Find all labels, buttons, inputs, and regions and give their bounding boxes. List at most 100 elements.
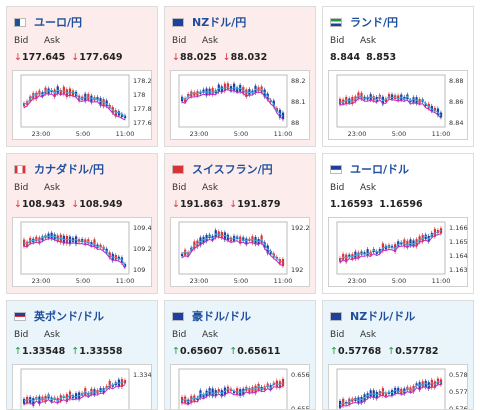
x-tick-label: 23:00 — [32, 130, 51, 138]
flag-icon — [172, 17, 184, 27]
rate-card[interactable]: スイスフラン/円 Bid Ask ↓191.863 ↓191.879 192.2 192 23… — [164, 153, 316, 294]
candle-body — [184, 249, 187, 256]
bid-value: 88.025 — [179, 52, 217, 63]
y-tick-label: 1.166 — [449, 224, 468, 232]
price-values: ↑1.33548 ↑1.33558 — [14, 346, 129, 357]
price-labels: Bid Ask — [14, 330, 74, 340]
mini-candlestick-chart[interactable]: 178.2 178 177.8 177.6 23:00 5:00 11:00 — [12, 70, 152, 140]
plot-area — [20, 368, 130, 409]
moving-average-fast — [181, 86, 284, 117]
chart-svg: 192.2 192 23:00 5:00 11:00 — [178, 221, 310, 285]
bid-value: 1.16593 — [330, 199, 374, 210]
candle-body — [90, 95, 93, 103]
candle-body — [233, 390, 236, 394]
candle-body — [35, 236, 38, 242]
card-header: ユーロ/円 — [14, 14, 82, 30]
rate-card[interactable]: 英ポンド/ドル Bid Ask ↑1.33548 ↑1.33558 1.334 — [6, 300, 158, 410]
moving-average-slow — [23, 92, 126, 121]
y-tick-label: 1.163 — [449, 266, 468, 274]
currency-pair-link[interactable]: ランド/円 — [350, 16, 399, 29]
candle-body — [439, 379, 443, 385]
y-tick-label: 1.334 — [133, 371, 152, 379]
candle-body — [208, 388, 211, 396]
y-tick-label: 8.88 — [449, 77, 463, 85]
candle-body — [351, 96, 354, 105]
mini-candlestick-chart[interactable]: 0.578 0.577 0.576 — [328, 364, 468, 410]
moving-average-fast — [339, 229, 442, 261]
candle-body — [181, 96, 184, 102]
mini-candlestick-chart[interactable]: 1.334 — [12, 364, 152, 409]
x-tick-label: 11:00 — [116, 277, 135, 285]
candle-body — [211, 388, 214, 397]
rate-card[interactable]: ユーロ/ドル Bid Ask 1.16593 1.16596 1.166 1.165 1.16… — [322, 153, 474, 294]
arrow-up-icon: ↑ — [229, 346, 238, 357]
flag-icon — [330, 311, 342, 321]
y-tick-label: 0.577 — [449, 388, 468, 396]
x-tick-label: 23:00 — [32, 277, 51, 285]
currency-pair-link[interactable]: NZドル/円 — [192, 16, 247, 29]
plot-area — [20, 74, 130, 128]
currency-pair-link[interactable]: 豪ドル/ドル — [192, 310, 252, 323]
bid-label: Bid — [330, 36, 345, 46]
y-tick-label: 88.2 — [291, 77, 305, 85]
candle-body — [120, 113, 124, 117]
candle-body — [397, 95, 400, 101]
candle-body — [400, 242, 403, 245]
candle-body — [108, 380, 111, 389]
candle-body — [257, 87, 260, 92]
x-tick-label: 11:00 — [274, 277, 293, 285]
candle-body — [281, 112, 285, 120]
candle-body — [351, 398, 354, 402]
y-tick-label: 0.578 — [449, 371, 468, 379]
ask-value: 0.57782 — [395, 346, 439, 357]
card-header: 豪ドル/ドル — [172, 308, 251, 324]
y-tick-label: 177.8 — [133, 105, 152, 113]
rate-card[interactable]: ランド/円 Bid Ask 8.844 8.853 8.88 8.86 8.84 23:00 5:… — [322, 6, 474, 147]
candle-body — [223, 83, 227, 92]
mini-candlestick-chart[interactable]: 109.4 109.2 109 23:00 5:00 11:00 — [12, 217, 152, 287]
rate-card[interactable]: 豪ドル/ドル Bid Ask ↑0.65607 ↑0.65611 0.656 0.655 — [164, 300, 316, 410]
x-tick-label: 11:00 — [432, 130, 451, 138]
bid-label: Bid — [14, 183, 29, 193]
candle-body — [41, 236, 44, 241]
mini-candlestick-chart[interactable]: 88.2 88.1 88 23:00 5:00 11:00 — [170, 70, 310, 140]
rate-card[interactable]: ユーロ/円 Bid Ask ↓177.645 ↓177.649 178.2 178 177.8… — [6, 6, 158, 147]
price-values: ↑0.65607 ↑0.65611 — [172, 346, 287, 357]
bid-label: Bid — [330, 330, 345, 340]
x-tick-label: 11:00 — [116, 130, 135, 138]
candle-body — [348, 254, 351, 257]
y-tick-label: 0.576 — [449, 405, 468, 410]
bid-value: 0.57768 — [337, 346, 382, 357]
rate-card[interactable]: カナダドル/円 Bid Ask ↓108.943 ↓108.949 109.4 109.2 1… — [6, 153, 158, 294]
rate-card[interactable]: NZドル/ドル Bid Ask ↑0.57768 ↑0.57782 0.578 0.577 0… — [322, 300, 474, 410]
rate-card[interactable]: NZドル/円 Bid Ask ↓88.025 ↓88.032 88.2 88.1 88 23:0… — [164, 6, 316, 147]
flag-icon — [172, 164, 184, 174]
price-labels: Bid Ask — [330, 36, 390, 46]
moving-average-fast — [339, 381, 442, 406]
y-tick-label: 0.656 — [291, 371, 310, 379]
currency-pair-link[interactable]: ユーロ/円 — [34, 16, 83, 29]
y-tick-label: 177.6 — [133, 119, 152, 127]
currency-pair-link[interactable]: ユーロ/ドル — [350, 163, 410, 176]
currency-pair-link[interactable]: NZドル/ドル — [350, 310, 416, 323]
price-labels: Bid Ask — [330, 330, 390, 340]
ask-label: Ask — [360, 36, 377, 46]
mini-candlestick-chart[interactable]: 0.656 0.655 — [170, 364, 310, 409]
y-tick-label: 192.2 — [291, 224, 310, 232]
currency-pair-link[interactable]: 英ポンド/ドル — [34, 310, 105, 323]
mini-candlestick-chart[interactable]: 192.2 192 23:00 5:00 11:00 — [170, 217, 310, 287]
candle-body — [375, 251, 378, 254]
arrow-up-icon: ↑ — [14, 346, 22, 357]
chart-svg: 178.2 178 177.8 177.6 23:00 5:00 11:00 — [20, 74, 152, 138]
candle-body — [415, 239, 418, 247]
currency-pair-link[interactable]: スイスフラン/円 — [192, 163, 273, 176]
moving-average-slow — [339, 383, 442, 409]
mini-candlestick-chart[interactable]: 8.88 8.86 8.84 23:00 5:00 11:00 — [328, 70, 468, 140]
currency-pair-link[interactable]: カナダドル/円 — [34, 163, 105, 176]
mini-candlestick-chart[interactable]: 1.166 1.165 1.164 1.163 23:00 5:00 11:00 — [328, 217, 468, 287]
candle-body — [433, 107, 437, 112]
ask-label: Ask — [44, 36, 61, 46]
price-values: 8.844 8.853 — [330, 52, 402, 63]
arrow-down-icon: ↓ — [172, 52, 180, 63]
candle-body — [62, 86, 65, 95]
